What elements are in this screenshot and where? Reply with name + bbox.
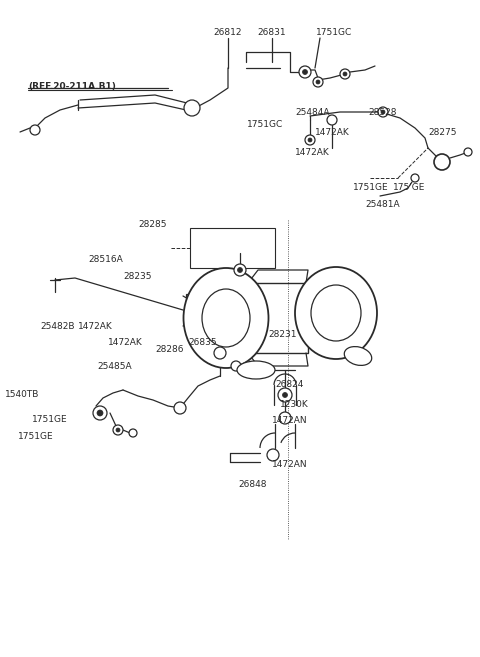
Ellipse shape (183, 268, 268, 368)
Text: 1230K: 1230K (280, 400, 309, 409)
Circle shape (411, 174, 419, 182)
Text: 1540TB: 1540TB (5, 390, 39, 399)
Circle shape (434, 154, 450, 170)
Ellipse shape (202, 289, 250, 347)
Circle shape (30, 125, 40, 135)
Text: 1472AN: 1472AN (272, 416, 308, 425)
Circle shape (113, 425, 123, 435)
Text: 26848: 26848 (238, 480, 266, 489)
Text: 1472AK: 1472AK (315, 128, 350, 137)
Text: 26824: 26824 (275, 380, 303, 389)
Text: 1751GE: 1751GE (18, 432, 54, 441)
Text: 28231: 28231 (268, 330, 297, 339)
Circle shape (234, 264, 246, 276)
Circle shape (278, 388, 292, 402)
Text: 26812: 26812 (214, 28, 242, 37)
Circle shape (238, 267, 242, 273)
Bar (248, 283, 308, 353)
Circle shape (340, 69, 350, 79)
Text: 1472AK: 1472AK (78, 322, 113, 331)
Text: 1751GE: 1751GE (353, 183, 389, 192)
Text: 175'GE: 175'GE (393, 183, 425, 192)
Circle shape (327, 115, 337, 125)
Text: 1472AK: 1472AK (108, 338, 143, 347)
Ellipse shape (237, 361, 275, 379)
Text: 28275: 28275 (428, 128, 456, 137)
Ellipse shape (295, 267, 377, 359)
Text: 1472AK: 1472AK (295, 148, 330, 157)
Bar (186, 294, 194, 328)
Circle shape (174, 402, 186, 414)
Text: 1751GC: 1751GC (316, 28, 352, 37)
Text: 26831: 26831 (258, 28, 286, 37)
Circle shape (231, 361, 241, 371)
Text: 1472AN: 1472AN (272, 460, 308, 469)
Text: 28528: 28528 (368, 108, 396, 117)
Circle shape (93, 406, 107, 420)
Text: 25482B: 25482B (40, 322, 74, 331)
Circle shape (116, 428, 120, 432)
Circle shape (184, 100, 200, 116)
Circle shape (305, 135, 315, 145)
Text: 25485A: 25485A (97, 362, 132, 371)
Circle shape (299, 66, 311, 78)
Text: 28516A: 28516A (88, 255, 123, 264)
Text: 1751GE: 1751GE (32, 415, 68, 424)
Ellipse shape (311, 285, 361, 341)
Circle shape (302, 70, 308, 74)
Ellipse shape (344, 347, 372, 365)
Circle shape (283, 392, 288, 397)
Text: 25484A: 25484A (295, 108, 329, 117)
Circle shape (464, 148, 472, 156)
Text: 28235: 28235 (123, 272, 152, 281)
Circle shape (308, 138, 312, 142)
Circle shape (97, 410, 103, 416)
Bar (190, 228, 275, 268)
Text: (REF.20-211A.B1): (REF.20-211A.B1) (28, 82, 116, 91)
Circle shape (267, 449, 279, 461)
Circle shape (343, 72, 347, 76)
Text: 28285: 28285 (138, 220, 167, 229)
Text: 28286: 28286 (155, 345, 183, 354)
Circle shape (316, 80, 320, 84)
Circle shape (214, 347, 226, 359)
Circle shape (279, 412, 291, 424)
Circle shape (313, 77, 323, 87)
Text: 1751GC: 1751GC (247, 120, 283, 129)
Text: 26835: 26835 (188, 338, 216, 347)
Circle shape (381, 110, 385, 114)
Circle shape (129, 429, 137, 437)
Circle shape (378, 107, 388, 117)
Text: 25481A: 25481A (365, 200, 400, 209)
